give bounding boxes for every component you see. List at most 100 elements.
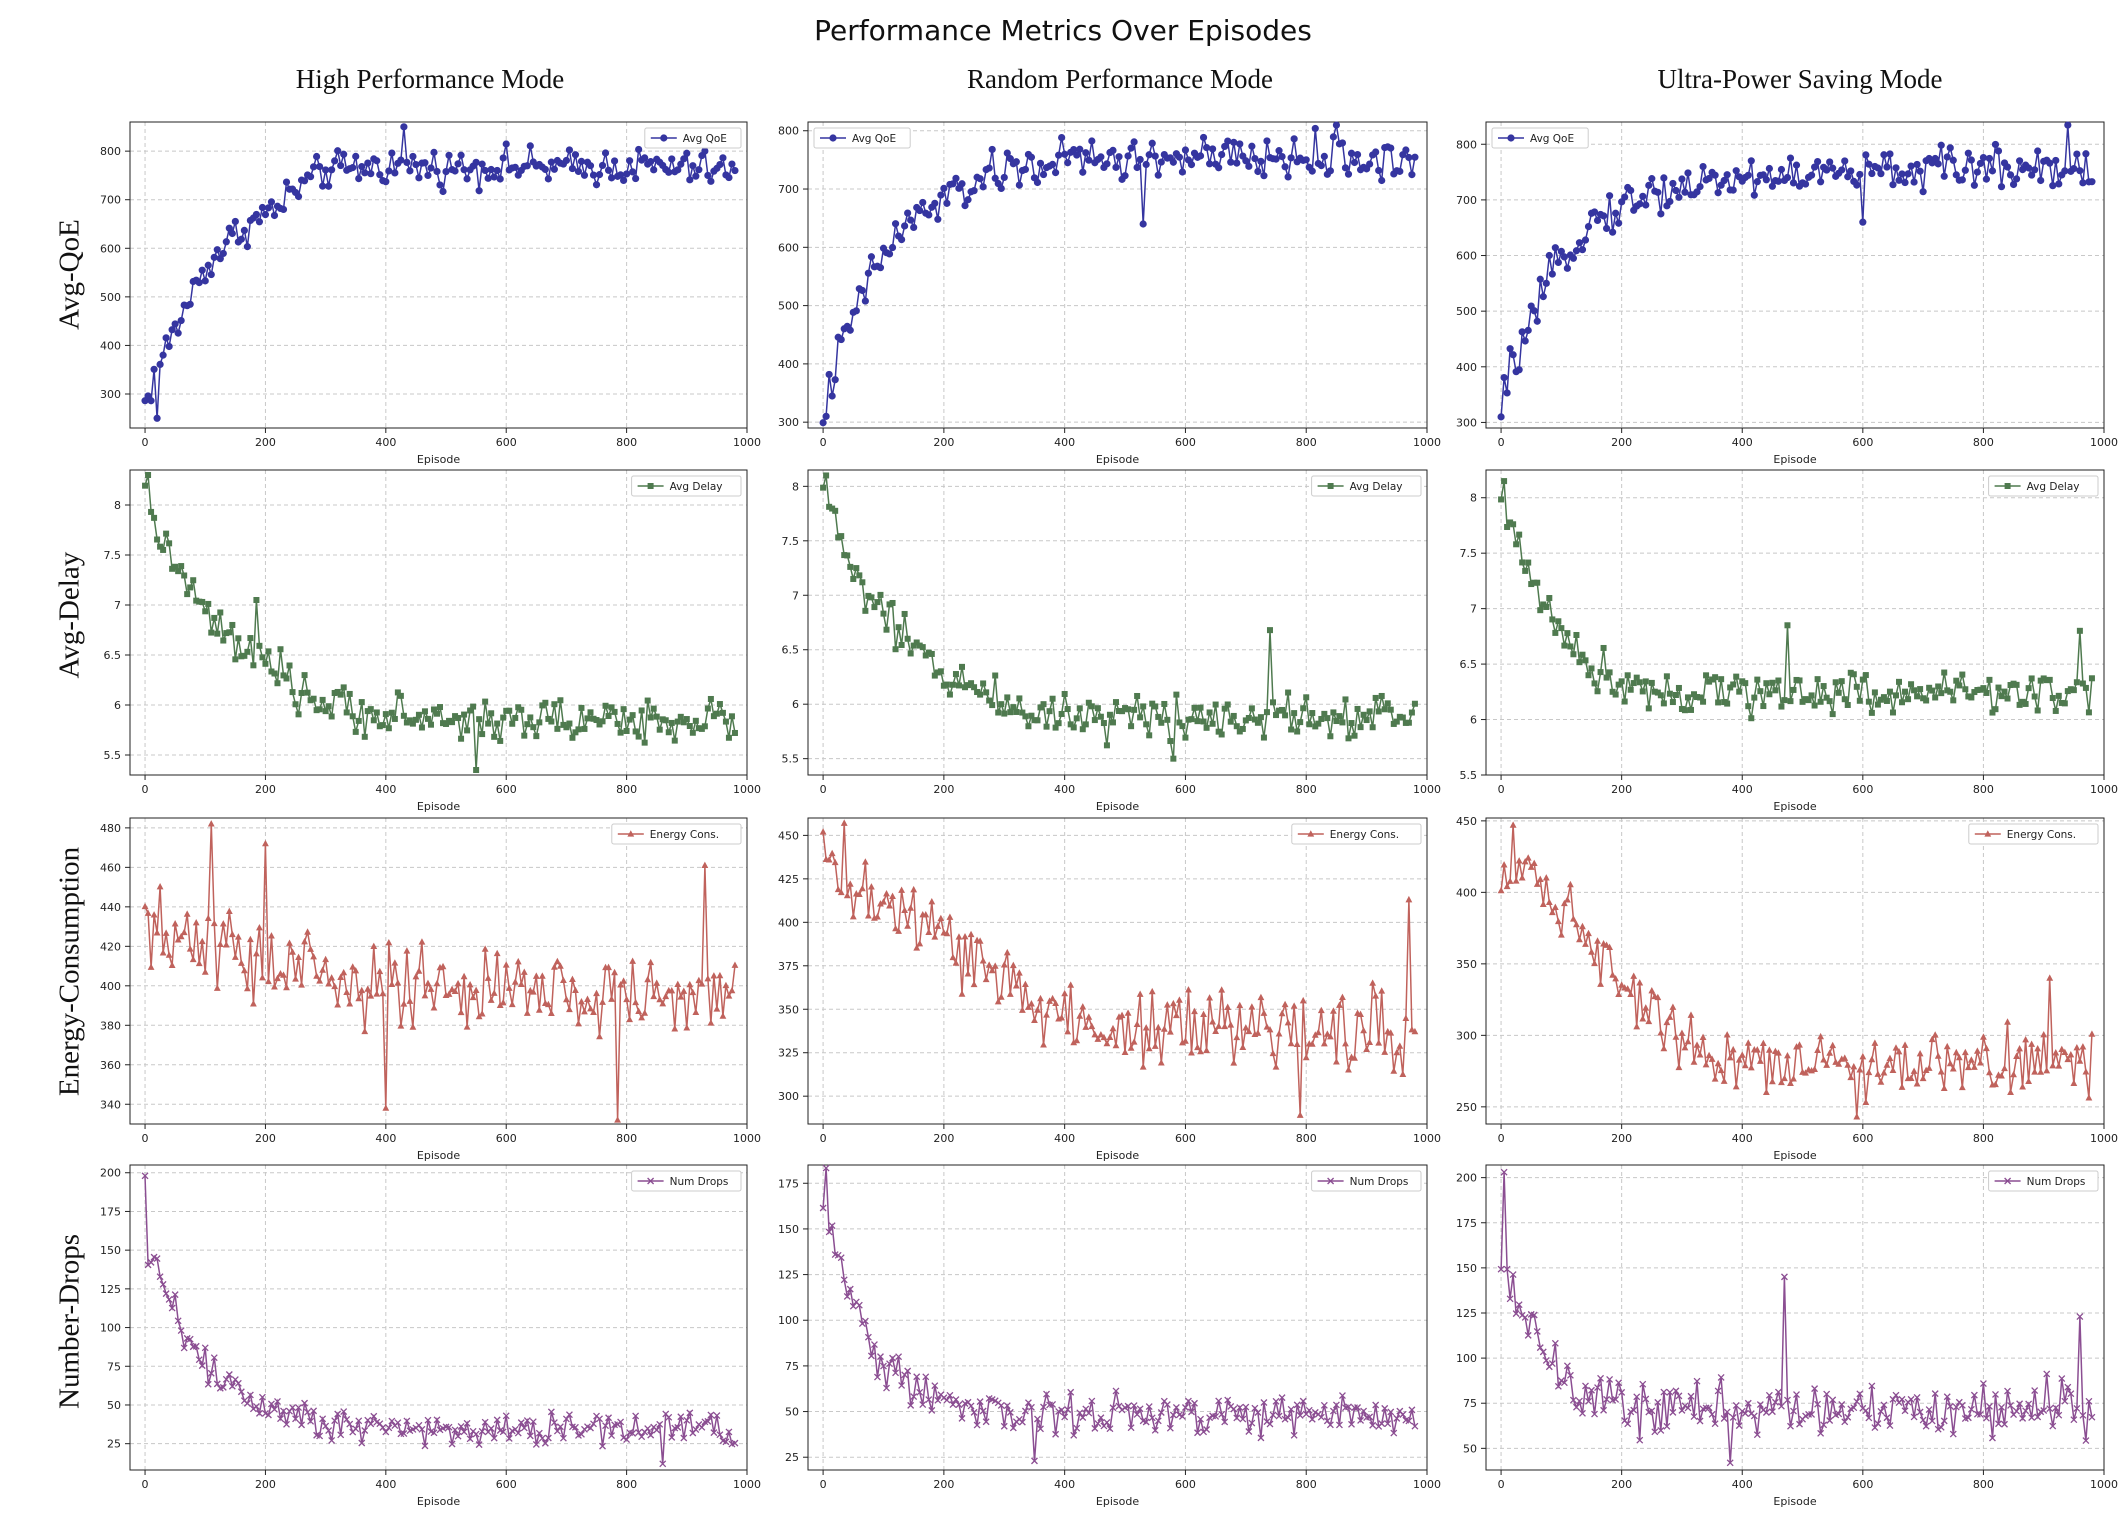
data-point <box>222 941 230 948</box>
data-point <box>1387 706 1394 713</box>
data-point <box>1230 1405 1238 1413</box>
data-point <box>1796 1420 1803 1428</box>
series-line <box>822 1167 1416 1461</box>
data-point <box>472 158 480 166</box>
data-point <box>1606 943 1613 951</box>
data-point <box>2070 1079 2078 1086</box>
data-point <box>566 1005 573 1013</box>
data-point <box>1823 166 1831 174</box>
data-point <box>647 1431 655 1439</box>
data-point <box>1260 734 1267 741</box>
data-point <box>1775 1049 1782 1056</box>
data-point <box>1251 1404 1259 1412</box>
data-point <box>1052 999 1059 1006</box>
data-point <box>1853 181 1861 189</box>
data-point <box>692 1426 700 1433</box>
data-point <box>1675 1063 1683 1071</box>
data-point <box>1835 1410 1843 1418</box>
data-point <box>937 914 945 922</box>
data-point <box>1248 1003 1256 1010</box>
data-point <box>704 1417 712 1425</box>
data-point <box>159 1280 167 1288</box>
data-point <box>1654 689 1661 696</box>
data-point <box>1907 1074 1915 1081</box>
legend-label: Avg Delay <box>670 481 723 493</box>
legend-label: Num Drops <box>1350 1176 1409 1188</box>
data-point <box>1926 684 1933 691</box>
data-point <box>1663 673 1670 680</box>
data-point <box>1091 717 1098 724</box>
data-point <box>195 1356 203 1364</box>
data-point <box>222 1375 230 1383</box>
plot-frame <box>807 1164 1428 1471</box>
data-point <box>1886 1422 1894 1430</box>
data-point <box>512 714 519 721</box>
data-point <box>1115 153 1123 161</box>
data-point <box>2025 164 2033 172</box>
plot-frame <box>129 817 748 1125</box>
data-point <box>1402 146 1410 154</box>
data-point <box>2052 1049 2060 1056</box>
x-axis-label: Episode <box>417 453 460 466</box>
data-point <box>1678 175 1686 183</box>
plot-frame <box>129 469 748 776</box>
data-point <box>958 1414 966 1422</box>
data-point <box>1678 1406 1686 1414</box>
data-point <box>213 984 221 991</box>
data-point <box>1055 151 1063 159</box>
data-point <box>520 1424 528 1432</box>
data-point <box>1952 1403 1960 1411</box>
data-point <box>1642 1004 1650 1011</box>
data-point <box>1838 678 1845 685</box>
data-point <box>1817 1429 1825 1437</box>
y-tick-label: 600 <box>100 242 121 255</box>
data-point <box>1297 719 1304 726</box>
data-point <box>832 507 839 514</box>
data-point <box>946 913 954 920</box>
data-point <box>1669 699 1676 706</box>
data-point <box>1687 706 1694 713</box>
data-point <box>544 1434 552 1442</box>
data-point <box>1895 1047 1903 1055</box>
data-point <box>1829 1041 1837 1049</box>
data-point <box>1405 1417 1413 1425</box>
data-point <box>1736 688 1743 695</box>
data-point <box>262 839 269 847</box>
data-point <box>1221 1418 1229 1426</box>
x-tick-label: 0 <box>820 783 827 796</box>
data-point <box>1950 697 1957 704</box>
data-point <box>316 977 324 984</box>
x-axis-label: Episode <box>417 1149 460 1162</box>
data-point <box>650 166 658 174</box>
data-point <box>1230 712 1237 719</box>
data-point <box>575 726 582 733</box>
data-point <box>165 342 173 351</box>
data-point <box>1052 724 1059 731</box>
data-point <box>1027 153 1036 161</box>
y-tick-label: 400 <box>100 339 121 352</box>
data-point <box>2055 1411 2063 1419</box>
data-point <box>2061 700 2068 707</box>
data-point <box>1536 1344 1544 1352</box>
data-point <box>1176 719 1183 726</box>
data-point <box>692 717 699 724</box>
data-point <box>1191 1399 1198 1407</box>
data-point <box>1399 1070 1407 1077</box>
data-point <box>237 1388 245 1396</box>
data-point <box>680 719 687 726</box>
data-point <box>1693 1041 1701 1048</box>
legend: Num Drops <box>1988 1170 2099 1192</box>
data-point <box>201 277 209 285</box>
data-point <box>644 975 652 983</box>
data-point <box>250 662 257 669</box>
data-point <box>1618 981 1626 988</box>
legend-box <box>1988 1170 2099 1192</box>
y-tick-label: 125 <box>778 1269 799 1282</box>
data-point <box>650 992 658 1000</box>
subplot-energy-consumption-2: 0 200 400 600 800 1000250300350400450EpisodeE… <box>1456 815 2118 1162</box>
data-point <box>1874 1070 1882 1077</box>
data-point <box>1326 1033 1334 1040</box>
data-point <box>463 1023 471 1030</box>
data-point <box>1657 210 1665 218</box>
data-point <box>1233 1414 1241 1422</box>
